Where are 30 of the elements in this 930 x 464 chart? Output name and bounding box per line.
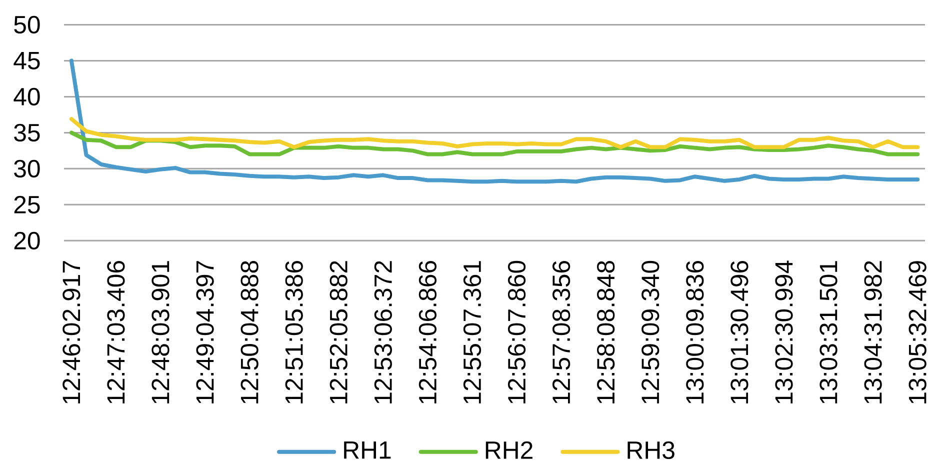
y-tick-label: 30 [14, 160, 40, 178]
y-tick-label: 25 [14, 196, 40, 214]
y-tick-label: 45 [14, 52, 40, 70]
legend-label: RH3 [628, 441, 674, 460]
y-tick-label: 40 [14, 88, 40, 106]
legend-label: RH1 [344, 441, 391, 459]
x-tick-label: 13:00:09.836 [686, 261, 704, 404]
x-tick-label: 12:47:03.406 [107, 261, 125, 404]
x-tick-label: 13:02:30.994 [775, 260, 793, 404]
x-tick-label: 12:50:04.888 [240, 260, 258, 404]
x-tick-label: 12:48:03.901 [152, 261, 170, 404]
x-tick-label: 13:04:31.982 [864, 261, 882, 404]
legend-label: RH2 [486, 441, 532, 459]
x-tick-label: 13:03:31.501 [820, 261, 838, 404]
y-tick-label: 35 [14, 124, 40, 142]
y-tick-label: 50 [14, 16, 40, 34]
x-tick-label: 12:52:05.882 [330, 261, 348, 404]
x-tick-label: 13:05:32.469 [908, 261, 926, 404]
x-tick-label: 12:56:07.860 [508, 260, 526, 404]
x-tick-label: 12:57:08.356 [552, 261, 570, 404]
x-tick-label: 13:01:30.496 [730, 261, 748, 404]
x-tick-label: 12:46:02.917 [62, 261, 80, 404]
x-tick-label: 12:54:06.866 [418, 261, 437, 404]
x-tick-label: 12:53:06.372 [374, 261, 392, 404]
x-tick-label: 12:51:05.386 [285, 261, 303, 404]
x-tick-label: 12:58:08.848 [597, 260, 615, 404]
x-tick-label: 12:55:07.361 [463, 261, 482, 404]
y-tick-label: 20 [14, 232, 40, 250]
x-tick-label: 12:59:09.340 [642, 260, 660, 404]
x-tick-label: 12:49:04.397 [196, 261, 214, 404]
